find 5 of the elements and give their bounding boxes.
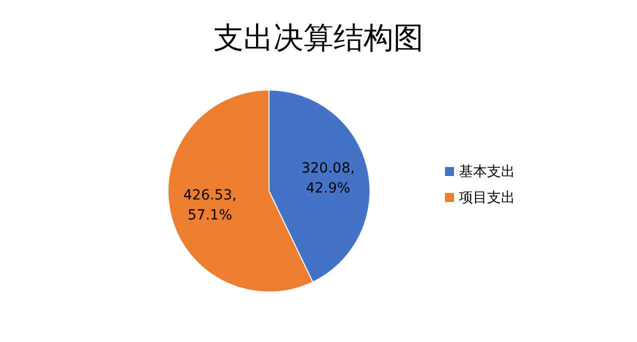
- data-label: 426.53, 57.1%: [183, 187, 237, 224]
- legend-label: 基本支出: [459, 164, 515, 180]
- legend-label: 项目支出: [459, 190, 515, 206]
- data-label: 320.08, 42.9%: [301, 160, 355, 197]
- chart-title: 支出决算结构图: [214, 21, 424, 56]
